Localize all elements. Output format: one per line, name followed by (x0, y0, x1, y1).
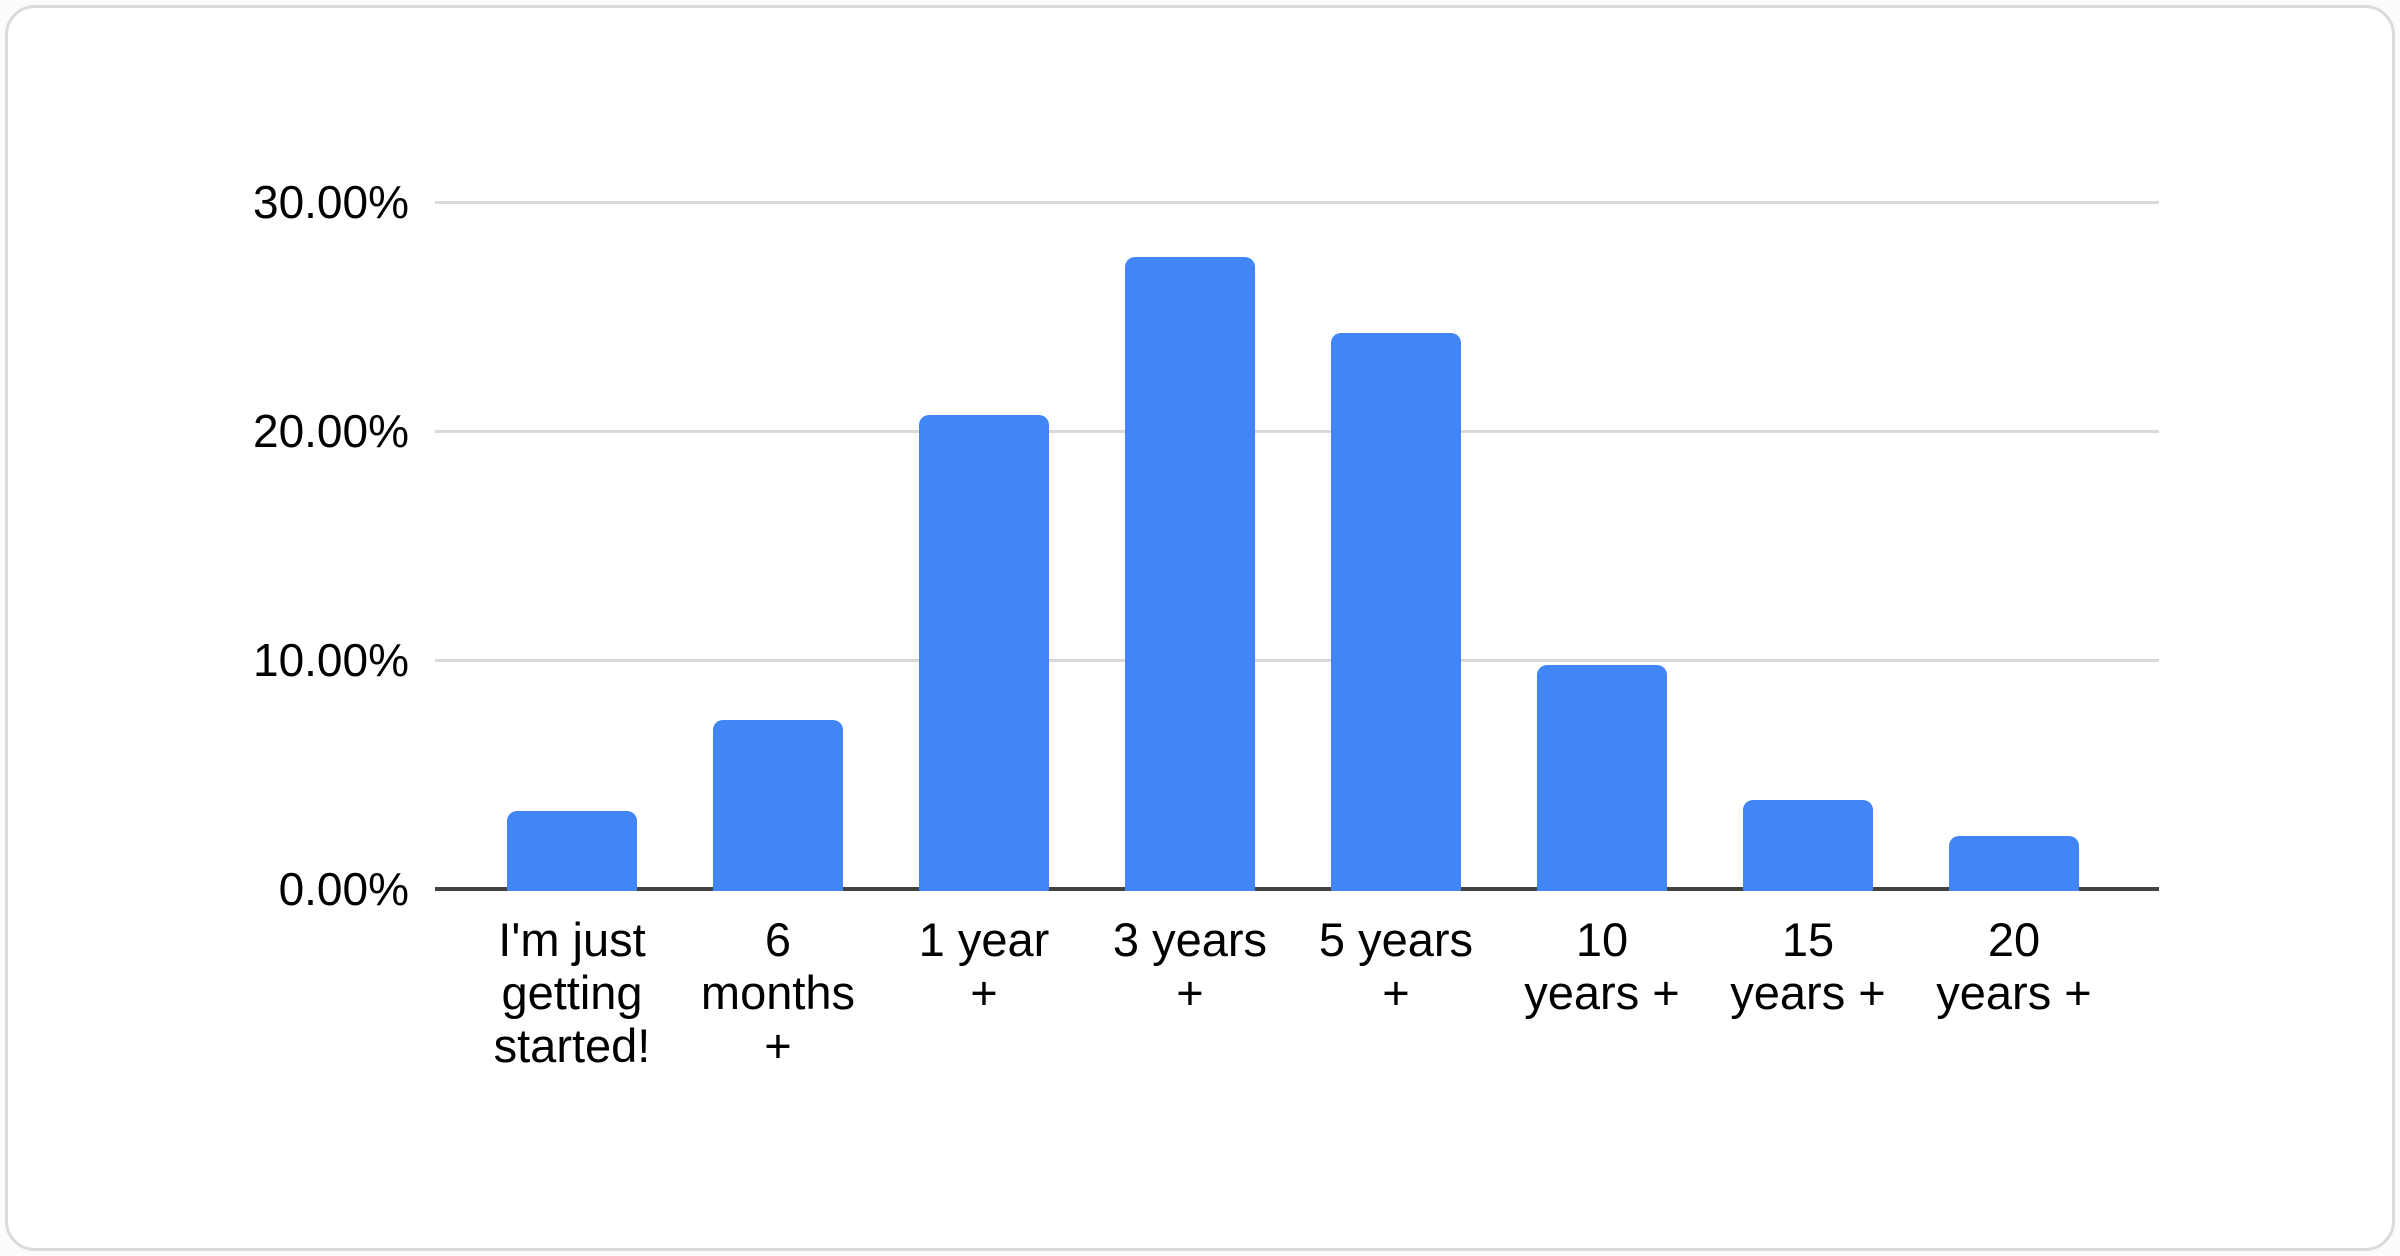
bar[interactable] (1537, 664, 1667, 891)
x-axis-category-label: 1 year + (918, 913, 1050, 1019)
x-label-cell: 1 year + (881, 913, 1087, 1072)
bar[interactable] (713, 719, 843, 891)
bar-band (1911, 202, 2117, 891)
bar-band (881, 202, 1087, 891)
x-label-cell: 3 years + (1087, 913, 1293, 1072)
x-label-cell: 5 years + (1293, 913, 1499, 1072)
x-axis-category-label: 5 years + (1318, 913, 1474, 1019)
bar[interactable] (1331, 332, 1461, 891)
x-label-cell: 20 years + (1911, 913, 2117, 1072)
bar[interactable] (1949, 836, 2079, 891)
x-axis-line (435, 887, 2159, 891)
bar-chart: 0.00% 10.00% 20.00% 30.00% I'm just getting … (8, 8, 2398, 1254)
x-axis-category-label: 6 months + (700, 913, 856, 1072)
bar-band (1705, 202, 1911, 891)
gridline (435, 429, 2159, 433)
x-axis-labels: I'm just getting started! 6 months + 1 yea… (469, 913, 2117, 1072)
y-axis-tick-label: 20.00% (252, 405, 409, 457)
bar[interactable] (1125, 256, 1255, 891)
bar[interactable] (1743, 799, 1873, 891)
gridline (435, 658, 2159, 662)
x-axis-category-label: 15 years + (1730, 913, 1886, 1019)
x-axis-category-label: 20 years + (1936, 913, 2092, 1019)
chart-card[interactable]: 0.00% 10.00% 20.00% 30.00% I'm just getting … (5, 5, 2395, 1251)
bar-band (1293, 202, 1499, 891)
x-label-cell: 10 years + (1499, 913, 1705, 1072)
x-label-cell: 6 months + (675, 913, 881, 1072)
bar-band (675, 202, 881, 891)
x-label-cell: 15 years + (1705, 913, 1911, 1072)
bar-band (1499, 202, 1705, 891)
bars-layer (469, 202, 2117, 891)
x-label-cell: I'm just getting started! (469, 913, 675, 1072)
y-axis-tick-label: 30.00% (252, 176, 409, 228)
x-axis-category-label: 3 years + (1112, 913, 1268, 1019)
bar[interactable] (507, 811, 637, 891)
gridline (435, 200, 2159, 204)
x-axis-category-label: 10 years + (1524, 913, 1680, 1019)
x-axis-category-label: I'm just getting started! (493, 913, 651, 1072)
y-axis-tick-label: 0.00% (278, 863, 409, 915)
y-axis-tick-label: 10.00% (252, 634, 409, 686)
bar-band (469, 202, 675, 891)
bar-band (1087, 202, 1293, 891)
bar[interactable] (919, 414, 1049, 891)
